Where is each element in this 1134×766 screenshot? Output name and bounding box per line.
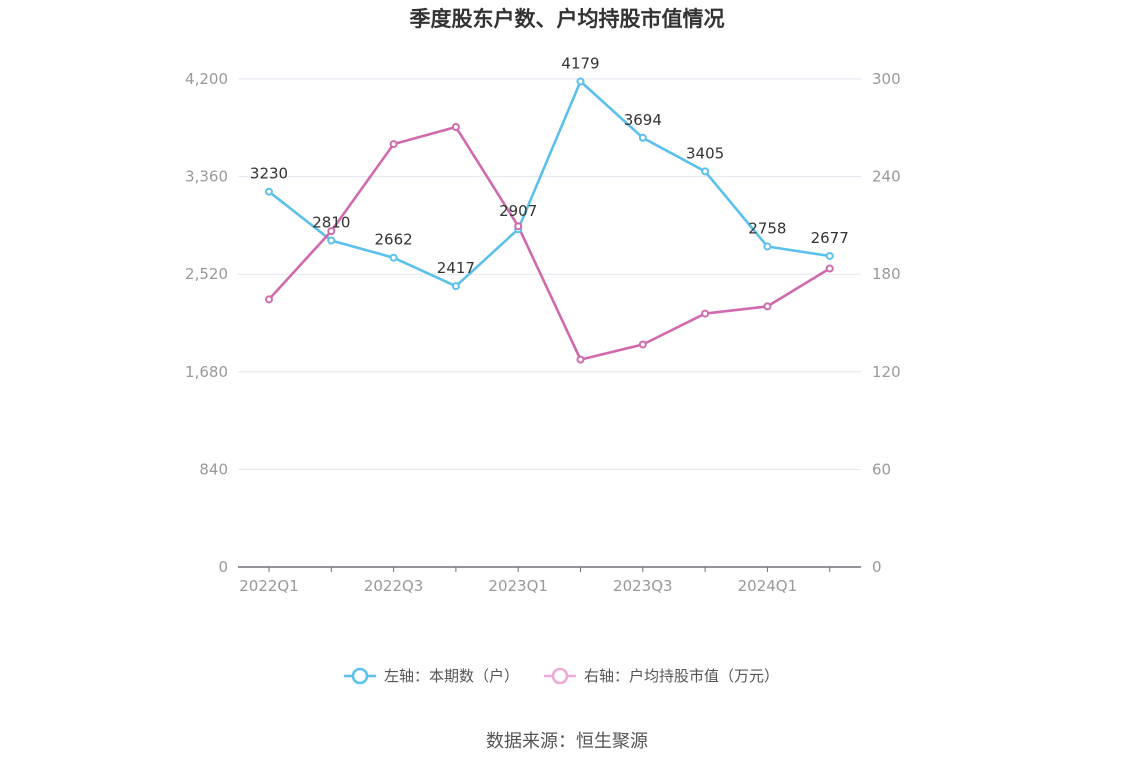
y-left-tick-label: 840: [199, 460, 228, 478]
data-point[interactable]: [701, 167, 710, 176]
x-tick-label: 2024Q1: [738, 577, 798, 595]
y-right-tick-label: 300: [872, 70, 901, 88]
data-point[interactable]: [701, 309, 710, 318]
y-left-tick-label: 4,200: [185, 70, 228, 88]
y-right-tick-label: 120: [872, 363, 901, 381]
data-point[interactable]: [763, 302, 772, 311]
legend-item-0[interactable]: 左轴：本期数（户）: [344, 667, 519, 685]
legend-marker: [351, 667, 369, 685]
series-points: [265, 77, 834, 364]
y-right-tick-label: 0: [872, 558, 882, 576]
data-point[interactable]: [327, 227, 336, 236]
x-tick-label: 2022Q1: [239, 577, 299, 595]
data-label: 2758: [748, 220, 786, 238]
y-left-tick-label: 2,520: [185, 265, 228, 283]
data-point[interactable]: [327, 236, 336, 245]
data-point[interactable]: [638, 133, 647, 142]
data-label: 4179: [561, 54, 599, 72]
data-point[interactable]: [389, 253, 398, 262]
data-label: 2662: [375, 231, 413, 249]
series-line-1: [268, 125, 831, 361]
y-left-tick-label: 3,360: [185, 168, 228, 186]
data-label: 3694: [624, 111, 662, 129]
legend[interactable]: 左轴：本期数（户） 右轴：户均持股市值（万元）: [344, 667, 779, 685]
series-line-0: [268, 80, 830, 288]
data-point[interactable]: [576, 77, 585, 86]
data-point[interactable]: [576, 355, 585, 364]
data-point[interactable]: [265, 187, 273, 196]
data-point[interactable]: [451, 122, 460, 131]
data-point[interactable]: [265, 295, 273, 304]
series-lines: [268, 80, 831, 361]
x-tick-label: 2022Q3: [364, 577, 424, 595]
data-label: 2417: [437, 259, 475, 277]
y-axis-right: 0 60 120 180 240 300: [872, 70, 901, 576]
x-axis: 2022Q1 2022Q3 2023Q1 2023Q3 2024Q1: [238, 566, 861, 595]
data-label: 2810: [312, 214, 350, 232]
y-axis-left: 0 840 1,680 2,520 3,360 4,200: [185, 70, 228, 576]
source-note: 数据来源：恒生聚源: [486, 731, 648, 752]
data-label: 3405: [686, 144, 724, 162]
legend-label: 右轴：户均持股市值（万元）: [584, 667, 779, 685]
y-right-tick-label: 60: [872, 460, 891, 478]
y-right-tick-label: 180: [872, 265, 901, 283]
data-point[interactable]: [514, 222, 523, 231]
y-right-tick-label: 240: [872, 168, 901, 186]
x-tick-label: 2023Q1: [488, 577, 548, 595]
data-point[interactable]: [825, 264, 834, 273]
chart-title: 季度股东户数、户均持股市值情况: [410, 7, 725, 31]
legend-label: 左轴：本期数（户）: [384, 667, 519, 685]
y-left-tick-label: 0: [218, 558, 228, 576]
y-left-tick-label: 1,680: [185, 363, 228, 381]
data-label: 3230: [250, 165, 288, 183]
legend-item-1[interactable]: 右轴：户均持股市值（万元）: [544, 667, 779, 685]
data-point[interactable]: [389, 140, 398, 149]
legend-marker: [551, 667, 569, 685]
grid: [238, 78, 861, 470]
data-labels: 3230 2810 2662 2417 2907 4179 3694 3405 2758 2677: [250, 54, 849, 277]
data-point[interactable]: [763, 242, 772, 251]
data-label: 2907: [499, 202, 537, 220]
data-label: 2677: [811, 229, 849, 247]
data-point[interactable]: [451, 282, 460, 291]
x-tick-label: 2023Q3: [613, 577, 673, 595]
data-point[interactable]: [825, 251, 834, 260]
data-point[interactable]: [638, 340, 647, 349]
